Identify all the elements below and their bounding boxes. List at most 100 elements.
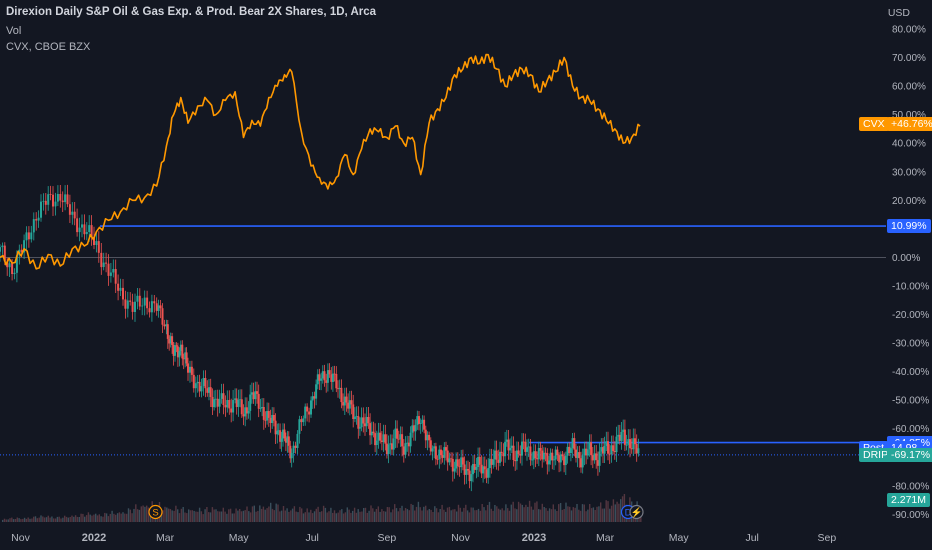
candle-body [15, 255, 18, 273]
candle-body [615, 436, 618, 453]
volume-bar [386, 507, 389, 522]
volume-legend[interactable]: Vol [6, 25, 22, 37]
candle-body [482, 466, 485, 474]
candle-body [169, 336, 172, 344]
volume-bar [322, 505, 325, 522]
volume-bar [538, 509, 540, 522]
volume-bar [173, 510, 175, 522]
candle-body [102, 262, 105, 267]
volume-bar [226, 513, 228, 522]
candle-body [25, 232, 28, 241]
candle-body [157, 305, 160, 311]
volume-bar [465, 504, 467, 522]
volume-bar [80, 513, 82, 522]
volume-bar [554, 509, 556, 522]
volume-bar [87, 512, 90, 522]
volume-bar [228, 509, 230, 522]
tag-label-drip: DRIP [859, 447, 893, 462]
candle-body [318, 374, 321, 381]
volume-bar [259, 505, 261, 522]
volume-bar [186, 513, 188, 522]
candle-body [505, 439, 508, 442]
candle-body [534, 451, 537, 458]
candle-body [480, 464, 483, 474]
volume-bar [293, 506, 296, 522]
candle-body [136, 295, 139, 302]
volume-bar [188, 509, 190, 522]
y-tick-label: -80.00% [892, 481, 929, 492]
candle-body [399, 434, 402, 440]
candle-body [211, 397, 214, 408]
volume-bar [78, 517, 80, 522]
volume-bar [377, 506, 379, 522]
volume-bar [490, 508, 492, 522]
volume-bar [379, 511, 381, 522]
volume-bar [514, 508, 516, 522]
volume-bar [527, 506, 529, 522]
candle-body [230, 408, 233, 413]
volume-bar [43, 517, 46, 522]
candle-body [107, 263, 110, 276]
volume-bar [383, 511, 385, 522]
candle-body [35, 219, 38, 221]
volume-bar [104, 512, 106, 522]
volume-bar [248, 511, 250, 522]
volume-bar [359, 511, 361, 522]
candle-body [391, 443, 393, 450]
candle-body [302, 418, 305, 423]
candle-body [448, 458, 451, 463]
volume-bar [401, 505, 403, 522]
volume-bar [463, 507, 465, 522]
volume-bar [610, 505, 613, 522]
volume-bar [64, 515, 66, 522]
candle-body [411, 425, 414, 433]
volume-bar [166, 507, 168, 522]
volume-bar [127, 508, 130, 522]
candle-body [605, 441, 608, 446]
volume-bar [22, 518, 24, 522]
volume-bar [93, 514, 95, 522]
candle-body [105, 262, 108, 264]
volume-bar [614, 504, 616, 522]
candle-body [581, 455, 584, 468]
candle-body [531, 459, 534, 461]
tag-label-cvx: CVX [859, 116, 889, 131]
volume-bar [200, 511, 203, 522]
volume-bar [144, 506, 146, 522]
candle-body [337, 388, 339, 390]
volume-bar [260, 508, 263, 522]
candle-body [519, 454, 522, 456]
compare-legend[interactable]: CVX, CBOE BZX [6, 41, 91, 53]
currency-label[interactable]: USD [887, 7, 910, 19]
volume-bar [373, 511, 376, 522]
volume-bar [510, 504, 512, 522]
volume-bar [240, 511, 243, 522]
candle-body [434, 446, 437, 460]
volume-bar [9, 518, 11, 522]
candle-body [88, 225, 91, 232]
volume-bar [459, 507, 461, 522]
candle-body [194, 383, 197, 389]
candle-body [478, 456, 481, 465]
volume-bar [512, 501, 514, 522]
volume-bar [499, 509, 502, 522]
volume-bar [583, 504, 585, 522]
volume-bar [257, 510, 259, 522]
volume-bar [350, 512, 352, 522]
candle-body [465, 469, 468, 475]
tag-value-h1: 10.99% [887, 219, 931, 233]
candle-body [603, 446, 606, 454]
volume-bar [34, 516, 37, 522]
candle-body [387, 444, 390, 454]
volume-bar [249, 512, 252, 522]
candle-body [315, 384, 318, 399]
candle-body [494, 450, 496, 460]
volume-bar [215, 509, 217, 522]
volume-bar [47, 515, 49, 522]
candle-body [568, 446, 571, 453]
volume-bar [587, 509, 589, 522]
volume-bar [434, 506, 436, 522]
volume-bar [224, 511, 226, 522]
candle-body [261, 407, 264, 409]
